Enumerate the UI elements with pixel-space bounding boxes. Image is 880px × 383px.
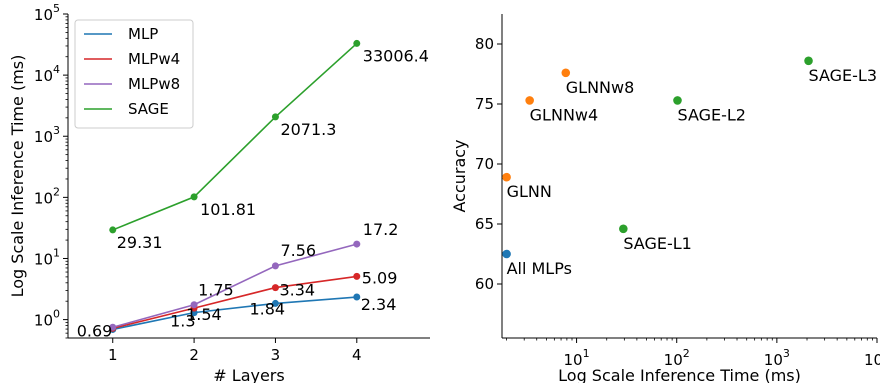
left-y-tick-label: 102 <box>34 185 60 207</box>
scatter-point <box>525 96 534 105</box>
data-point-SAGE <box>353 39 361 47</box>
left-y-tick-label: 105 <box>34 2 60 24</box>
left-y-tick-label-exponent: 3 <box>53 124 60 137</box>
series-line-MLPw4 <box>112 275 357 330</box>
data-label-MLPw8: 17.2 <box>363 220 399 239</box>
scatter-label: GLNNw4 <box>530 105 599 124</box>
legend-label-MLPw8: MLPw8 <box>128 75 180 93</box>
left-y-tick-label-base: 10 <box>34 6 53 24</box>
data-label-SAGE: 101.81 <box>200 200 256 219</box>
data-point-SAGE <box>109 226 117 234</box>
right-y-tick-label: 60 <box>475 275 494 293</box>
legend-label-SAGE: SAGE <box>128 100 169 118</box>
left-y-tick-label-base: 10 <box>34 312 53 330</box>
scatter-point <box>619 224 628 234</box>
left-y-tick-label: 101 <box>34 246 60 268</box>
right-x-tick-label: 104 <box>864 347 880 369</box>
data-point-MLPw8 <box>190 301 198 309</box>
right-x-tick-label: 103 <box>764 347 790 369</box>
left-x-tick-label: 3 <box>271 346 281 364</box>
data-point-SAGE <box>190 193 198 201</box>
left-x-tick-label: 4 <box>352 346 362 364</box>
left-x-axis-label: # Layers <box>213 366 284 383</box>
scatter-point <box>673 96 682 105</box>
right-y-axis-label: Accuracy <box>450 139 469 212</box>
left-y-tick-label-base: 10 <box>34 128 53 146</box>
series-line-SAGE <box>112 42 358 231</box>
data-label-MLPw8: 1.75 <box>198 281 234 300</box>
data-point-SAGE <box>271 113 279 121</box>
data-label-SAGE: 33006.4 <box>363 46 429 65</box>
data-point-MLPw4 <box>353 272 361 280</box>
right-x-tick-label-base: 10 <box>864 351 880 369</box>
left-y-axis-label: Log Scale Inference Time (ms) <box>8 55 27 298</box>
scatter-label: SAGE-L2 <box>677 105 746 124</box>
legend-label-MLP: MLP <box>128 25 158 43</box>
right-x-tick-label: 101 <box>564 347 590 369</box>
left-y-tick-label: 103 <box>34 124 60 146</box>
data-label-MLPw4: 1.54 <box>186 305 222 324</box>
right-x-tick-label-base: 10 <box>764 351 783 369</box>
scatter-label: GLNN <box>507 182 552 201</box>
right-chart: 1011021031046065707580Log Scale Inferenc… <box>450 14 880 383</box>
data-label-MLP: 1.3 <box>170 312 195 331</box>
right-x-tick-label-exponent: 3 <box>783 347 790 360</box>
data-label-MLPw8: 7.56 <box>280 241 316 260</box>
series-line-MLPw8 <box>112 243 357 329</box>
data-point-MLPw8 <box>271 262 279 270</box>
left-y-tick-label-base: 10 <box>34 250 53 268</box>
right-y-tick-label: 70 <box>475 155 494 173</box>
data-point-MLP <box>353 293 361 301</box>
data-label-MLP: 0.69 <box>77 321 113 340</box>
right-y-tick-label: 80 <box>475 35 494 53</box>
data-label-MLPw4: 5.09 <box>362 268 398 287</box>
right-x-tick-label: 102 <box>664 347 690 369</box>
right-x-tick-label-exponent: 1 <box>583 347 590 360</box>
left-y-tick-label-exponent: 0 <box>53 308 60 321</box>
scatter-point <box>561 68 571 78</box>
left-y-tick-label-exponent: 1 <box>53 246 60 259</box>
data-point-MLPw8 <box>109 323 117 331</box>
data-label-SAGE: 29.31 <box>117 233 163 252</box>
scatter-label: All MLPs <box>507 259 572 278</box>
data-label-MLP: 1.84 <box>249 299 285 318</box>
left-y-tick-label: 100 <box>34 308 60 330</box>
data-point-MLPw4 <box>271 284 279 292</box>
right-x-tick-label-base: 10 <box>664 351 683 369</box>
scatter-point <box>502 172 511 182</box>
legend-box <box>74 19 194 129</box>
legend: MLP MLPw4 MLPw8 SAGE <box>74 19 194 129</box>
data-point-MLPw8 <box>353 240 361 248</box>
left-y-tick-label-base: 10 <box>34 67 53 85</box>
left-y-tick-label-exponent: 5 <box>53 2 60 15</box>
left-y-tick-label-exponent: 4 <box>53 63 60 76</box>
data-point-MLP <box>271 299 279 307</box>
series-line-MLP <box>112 296 357 331</box>
scatter-point <box>502 249 511 259</box>
scatter-label: SAGE-L1 <box>623 234 692 253</box>
data-label-MLP: 2.34 <box>361 295 397 314</box>
right-y-tick-label: 65 <box>475 215 494 233</box>
right-x-axis-label: Log Scale Inference Time (ms) <box>558 366 801 383</box>
left-y-tick-label: 104 <box>34 63 60 85</box>
right-x-tick-label-exponent: 2 <box>683 347 690 360</box>
data-label-MLPw4: 3.34 <box>279 281 315 300</box>
scatter-label: SAGE-L3 <box>809 66 878 85</box>
scatter-point <box>804 56 813 66</box>
right-x-tick-label-base: 10 <box>564 351 583 369</box>
left-y-tick-label-exponent: 2 <box>53 185 60 198</box>
right-y-tick-label: 75 <box>475 95 494 113</box>
left-x-tick-label: 1 <box>108 346 118 364</box>
left-x-tick-label: 2 <box>189 346 199 364</box>
legend-label-MLPw4: MLPw4 <box>128 50 180 68</box>
scatter-label: GLNNw8 <box>566 78 635 97</box>
data-label-SAGE: 2071.3 <box>280 120 336 139</box>
left-y-tick-label-base: 10 <box>34 189 53 207</box>
